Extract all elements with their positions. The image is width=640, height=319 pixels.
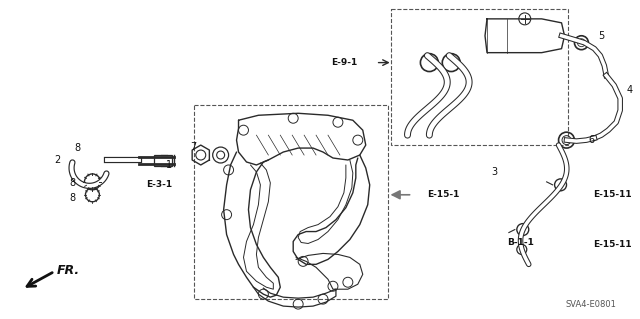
Text: 7: 7	[191, 142, 197, 152]
Text: 2: 2	[54, 155, 61, 165]
FancyBboxPatch shape	[154, 155, 172, 166]
Text: 6: 6	[588, 135, 595, 145]
Bar	[390, 9, 568, 145]
Bar	[194, 105, 388, 299]
Text: E-15-1: E-15-1	[428, 190, 460, 199]
Text: E-15-11: E-15-11	[593, 240, 632, 249]
Text: B-1-1: B-1-1	[507, 238, 534, 247]
Text: 3: 3	[491, 167, 497, 177]
Text: E-9-1: E-9-1	[332, 58, 358, 67]
Text: SVA4-E0801: SVA4-E0801	[565, 300, 616, 308]
Text: 1: 1	[166, 160, 172, 170]
Text: E-3-1: E-3-1	[146, 180, 172, 189]
Text: 5: 5	[598, 31, 605, 41]
Text: 4: 4	[626, 85, 632, 95]
Text: 8: 8	[74, 143, 81, 153]
Text: 8: 8	[70, 193, 76, 203]
Text: E-15-11: E-15-11	[593, 190, 632, 199]
Text: FR.: FR.	[57, 264, 80, 277]
Text: 8: 8	[70, 178, 76, 188]
